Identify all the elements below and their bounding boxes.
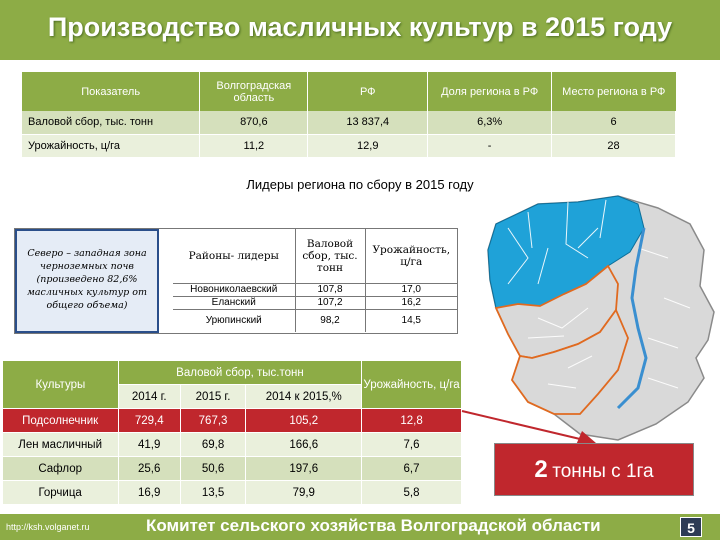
crops-cell: 729,4 [118, 408, 181, 433]
crops-cell: 25,6 [118, 456, 181, 481]
highlight-text: тонны с 1га [552, 461, 654, 482]
crops-cell: 69,8 [180, 432, 247, 457]
crops-cell: 41,9 [118, 432, 181, 457]
highlight-number: 2 [534, 456, 548, 483]
map-district-lines [507, 199, 691, 389]
summary-header-region: Волгоградская область [199, 72, 309, 111]
header-bar: Производство масличных культур в 2015 го… [0, 0, 720, 60]
summary-cell: 13 837,4 [307, 111, 429, 135]
crops-cell: 12,8 [361, 408, 462, 433]
crops-cell: 105,2 [245, 408, 363, 433]
crops-header-row: Культуры Валовой сбор, тыс.тонн Урожайно… [2, 360, 462, 409]
table-row: Лен масличный 41,9 69,8 166,6 7,6 [2, 432, 462, 457]
summary-cell: Валовой сбор, тыс. тонн [22, 111, 201, 135]
map-river [616, 227, 648, 410]
summary-header-rank: Место региона в РФ [551, 72, 676, 111]
crops-cell: 7,6 [361, 432, 462, 457]
leaders-cell: 16,2 [365, 295, 457, 309]
slide-title: Производство масличных культур в 2015 го… [47, 12, 673, 42]
footer-url[interactable]: http://ksh.volganet.ru [6, 522, 90, 532]
summary-cell: 6 [551, 111, 676, 135]
summary-cell: - [427, 134, 553, 158]
summary-cell: 6,3% [427, 111, 553, 135]
leaders-box: Северо – западная зона черноземных почв … [14, 228, 458, 334]
crops-cell: 50,6 [180, 456, 247, 481]
leaders-table: Районы- лидеры Валовой сбор, тыс. тонн У… [173, 229, 457, 332]
leaders-cell: 107,8 [295, 282, 366, 296]
leaders-header-district: Районы- лидеры [173, 229, 296, 283]
crops-header-crop: Культуры [2, 360, 119, 409]
summary-cell: 870,6 [199, 111, 309, 135]
leaders-cell: Новониколаевский [173, 282, 296, 296]
leaders-cell: 98,2 [295, 308, 366, 332]
leaders-cell: Урюпинский [173, 308, 296, 332]
leaders-cell: Еланский [173, 295, 296, 309]
leaders-cell: 107,2 [295, 295, 366, 309]
crops-subheader-2014: 2014 г. [117, 384, 181, 409]
crops-cell: Сафлор [2, 456, 119, 481]
table-row: Подсолнечник 729,4 767,3 105,2 12,8 [2, 408, 462, 433]
table-row: Валовой сбор, тыс. тонн 870,6 13 837,4 6… [22, 111, 676, 135]
crops-cell: 767,3 [180, 408, 247, 433]
table-row: Горчица 16,9 13,5 79,9 5,8 [2, 480, 462, 505]
crops-header-gross: Валовой сбор, тыс.тонн [117, 360, 363, 385]
summary-cell: 11,2 [199, 134, 309, 158]
crops-cell: 6,7 [361, 456, 462, 481]
summary-header-rf: РФ [307, 72, 429, 111]
yield-highlight-box: 2 тонны с 1га [494, 443, 694, 496]
summary-table: Показатель Волгоградская область РФ Доля… [22, 72, 676, 158]
summary-header-share: Доля региона в РФ [427, 72, 553, 111]
summary-cell: 12,9 [307, 134, 429, 158]
footer-bar: http://ksh.volganet.ru Комитет сельского… [0, 514, 720, 540]
leaders-note: Северо – западная зона черноземных почв … [15, 229, 159, 333]
crops-subheader-row: 2014 г. 2015 г. 2014 к 2015,% [3, 384, 462, 409]
leaders-header-row: Районы- лидеры Валовой сбор, тыс. тонн У… [173, 229, 457, 283]
crops-cell: 13,5 [180, 480, 247, 505]
crops-table: Культуры Валовой сбор, тыс.тонн Урожайно… [2, 360, 462, 505]
region-map [487, 195, 715, 441]
summary-cell: Урожайность, ц/га [22, 134, 201, 158]
footer-title: Комитет сельского хозяйства Волгоградско… [146, 516, 601, 535]
crops-cell: 5,8 [361, 480, 462, 505]
table-row: Еланский 107,2 16,2 [173, 295, 457, 309]
crops-cell: 197,6 [245, 456, 363, 481]
pointer-arrow-icon [461, 410, 596, 445]
crops-cell: Подсолнечник [2, 408, 119, 433]
crops-header-yield: Урожайность, ц/га [361, 360, 462, 409]
table-row: Новониколаевский 107,8 17,0 [173, 282, 457, 296]
crops-cell: Лен масличный [2, 432, 119, 457]
crops-cell: 166,6 [245, 432, 363, 457]
summary-header-row: Показатель Волгоградская область РФ Доля… [22, 72, 676, 111]
map-zone-south [510, 308, 629, 415]
leaders-title: Лидеры региона по сбору в 2015 году [246, 177, 474, 192]
crops-subheader-ratio: 2014 к 2015,% [245, 384, 363, 409]
leaders-cell: 14,5 [365, 308, 457, 332]
leaders-header-yield: Урожайность, ц/га [372, 243, 451, 268]
leaders-header-gross: Валовой сбор, тыс. тонн [295, 229, 366, 283]
crops-cell: 79,9 [245, 480, 363, 505]
table-row: Сафлор 25,6 50,6 197,6 6,7 [2, 456, 462, 481]
crops-cell: 16,9 [118, 480, 181, 505]
page-number: 5 [680, 517, 702, 537]
crops-subheader-2015: 2015 г. [179, 384, 247, 409]
crops-cell: Горчица [2, 480, 119, 505]
summary-cell: 28 [551, 134, 676, 158]
summary-header-indicator: Показатель [22, 72, 201, 111]
leaders-cell: 17,0 [365, 282, 457, 296]
table-row: Урожайность, ц/га 11,2 12,9 - 28 [22, 134, 676, 158]
table-row: Урюпинский 98,2 14,5 [173, 308, 457, 332]
